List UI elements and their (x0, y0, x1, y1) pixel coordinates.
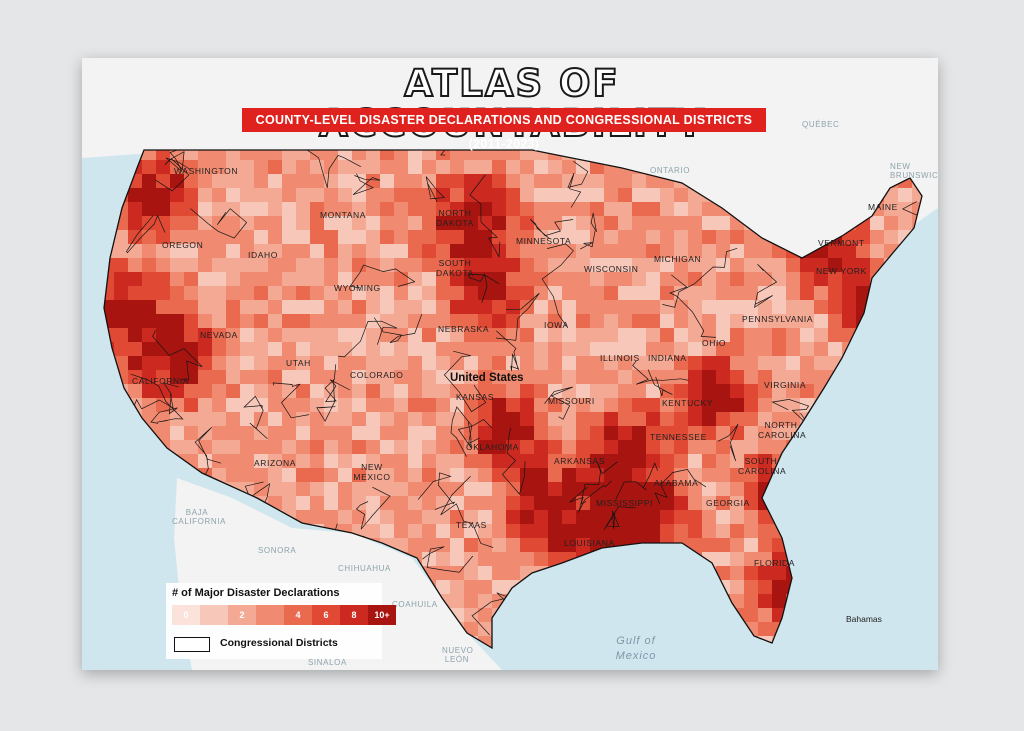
label-maine: MAINE (868, 202, 898, 212)
label-virginia: VIRGINIA (764, 380, 807, 390)
label-texas: TEXAS (456, 520, 487, 530)
label-bahamas: Bahamas (846, 614, 882, 624)
label-tennessee: TENNESSEE (650, 432, 707, 442)
label-iowa: IOWA (544, 320, 569, 330)
choropleth-map[interactable] (82, 58, 938, 670)
map-legend: # of Major Disaster Declarations 0 2 4 6 8 10… (166, 583, 396, 659)
label-utah: UTAH (286, 358, 311, 368)
legend-bin: 6 (312, 605, 340, 625)
label-pennsylvania: PENNSYLVANIA (742, 314, 814, 324)
label-oklahoma: OKLAHOMA (466, 442, 519, 452)
legend-bin (200, 605, 228, 625)
label-illinois: ILLINOIS (600, 353, 640, 363)
legend-bin: 8 (340, 605, 368, 625)
label-minnesota: MINNESOTA (516, 236, 572, 246)
label-new-york: NEW YORK (816, 266, 867, 276)
label-ontario: ONTARIO (650, 166, 691, 175)
label-vermont: VERMONT (818, 238, 865, 248)
label-oregon: OREGON (162, 240, 204, 250)
label-kansas: KANSAS (456, 392, 495, 402)
us-outline (103, 149, 923, 650)
label-kentucky: KENTUCKY (662, 398, 714, 408)
label-georgia: GEORGIA (706, 498, 750, 508)
label-nebraska: NEBRASKA (438, 324, 490, 334)
legend-bin: 2 (228, 605, 256, 625)
label-idaho: IDAHO (248, 250, 278, 260)
label-baja-california: BAJA CALIFORNIA (172, 508, 227, 526)
districts-swatch (174, 637, 210, 652)
label-florida: FLORIDA (754, 558, 796, 568)
label-arkansas: ARKANSAS (554, 456, 606, 466)
label-south-dakota: SOUTH DAKOTA (436, 258, 474, 278)
label-new-mexico: NEW MEXICO (353, 462, 391, 482)
map-subtitle: COUNTY-LEVEL DISASTER DECLARATIONS AND C… (242, 108, 766, 151)
legend-bin: 10+ (368, 605, 396, 625)
label-alabama: ALABAMA (654, 478, 699, 488)
label-coahuila: COAHUILA (392, 600, 438, 609)
label-north-carolina: NORTH CAROLINA (758, 420, 807, 440)
label-south-carolina: SOUTH CAROLINA (738, 456, 787, 476)
label-louisiana: LOUISIANA (564, 538, 615, 548)
label-gulf-of-mexico: Gulf of Mexico (615, 635, 657, 662)
legend-bin: 4 (284, 605, 312, 625)
label-california: CALIFORNIA (132, 376, 190, 386)
label-nuevo-leon: NUEVO LEÓN (442, 646, 474, 664)
label-washington: WASHINGTON (174, 166, 239, 176)
label-arizona: ARIZONA (254, 458, 296, 468)
label-montana: MONTANA (320, 210, 367, 220)
label-quebec: QUÉBEC (802, 120, 840, 129)
map-card: ATLAS OF ACCOUNTABILITY COUNTY-LEVEL DIS… (82, 58, 938, 670)
label-sinaloa: SINALOA (308, 658, 347, 667)
legend-color-ramp: 0 2 4 6 8 10+ (172, 605, 396, 625)
legend-bin: 0 (172, 605, 200, 625)
label-north-dakota: NORTH DAKOTA (436, 208, 474, 228)
label-chihuahua: CHIHUAHUA (338, 564, 391, 573)
label-missouri: MISSOURI (548, 396, 595, 406)
label-united-states: United States (450, 372, 524, 384)
label-mississippi: MISSISSIPPI (596, 498, 654, 508)
label-michigan: MICHIGAN (654, 254, 702, 264)
legend-bin (256, 605, 284, 625)
label-wisconsin: WISCONSIN (584, 264, 639, 274)
label-colorado: COLORADO (350, 370, 404, 380)
label-new-brunswick: NEW BRUNSWICK (890, 162, 938, 180)
label-nevada: NEVADA (200, 330, 238, 340)
label-ohio: OHIO (702, 338, 727, 348)
label-wyoming: WYOMING (334, 283, 381, 293)
legend-title: # of Major Disaster Declarations (172, 587, 340, 599)
districts-label: Congressional Districts (220, 637, 338, 649)
label-sonora: SONORA (258, 546, 297, 555)
label-indiana: INDIANA (648, 353, 687, 363)
